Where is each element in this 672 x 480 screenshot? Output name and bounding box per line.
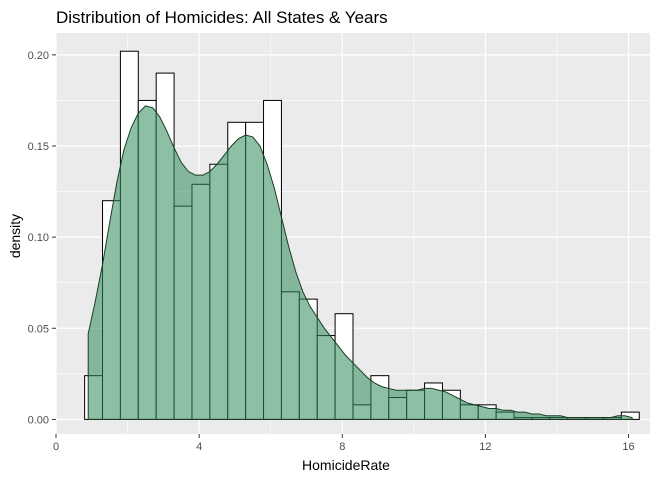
y-tick-label: 0.10 bbox=[28, 232, 49, 244]
y-tick-label: 0.15 bbox=[28, 141, 49, 153]
x-tick-label: 4 bbox=[196, 441, 202, 453]
x-tick-label: 12 bbox=[479, 441, 491, 453]
x-tick-label: 16 bbox=[622, 441, 634, 453]
y-tick-label: 0.00 bbox=[28, 414, 49, 426]
x-tick-label: 0 bbox=[53, 441, 59, 453]
y-tick-label: 0.05 bbox=[28, 323, 49, 335]
x-axis-title: HomicideRate bbox=[302, 457, 390, 473]
x-tick-label: 8 bbox=[339, 441, 345, 453]
y-axis-title: density bbox=[7, 214, 23, 258]
y-axis-ticks: 0.00 0.05 0.10 0.15 0.20 bbox=[28, 50, 56, 426]
density-area bbox=[87, 105, 633, 420]
chart-title: Distribution of Homicides: All States & … bbox=[56, 8, 388, 27]
x-axis-ticks: 0 4 8 12 16 bbox=[53, 434, 635, 453]
y-tick-label: 0.20 bbox=[28, 50, 49, 62]
